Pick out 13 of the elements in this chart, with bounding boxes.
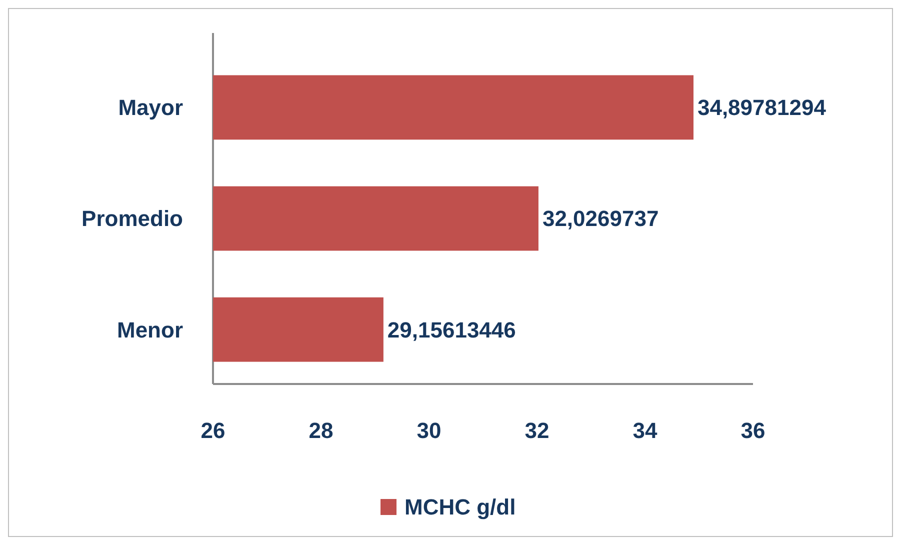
x-tick-label: 26 bbox=[200, 418, 226, 443]
data-label: 29,15613446 bbox=[387, 317, 516, 342]
y-tick-label: Promedio bbox=[82, 206, 183, 232]
data-label: 34,89781294 bbox=[697, 95, 827, 120]
x-tick-label: 32 bbox=[524, 418, 550, 443]
data-label: 32,0269737 bbox=[542, 206, 659, 232]
x-tick-label: 34 bbox=[632, 418, 658, 443]
x-tick-label: 36 bbox=[740, 418, 766, 443]
x-tick-label: 28 bbox=[308, 418, 334, 443]
y-tick-label: Mayor bbox=[118, 95, 184, 120]
x-tick-label: 30 bbox=[416, 418, 442, 443]
legend-label: MCHC g/dl bbox=[404, 494, 516, 520]
y-tick-label: Menor bbox=[117, 317, 184, 342]
